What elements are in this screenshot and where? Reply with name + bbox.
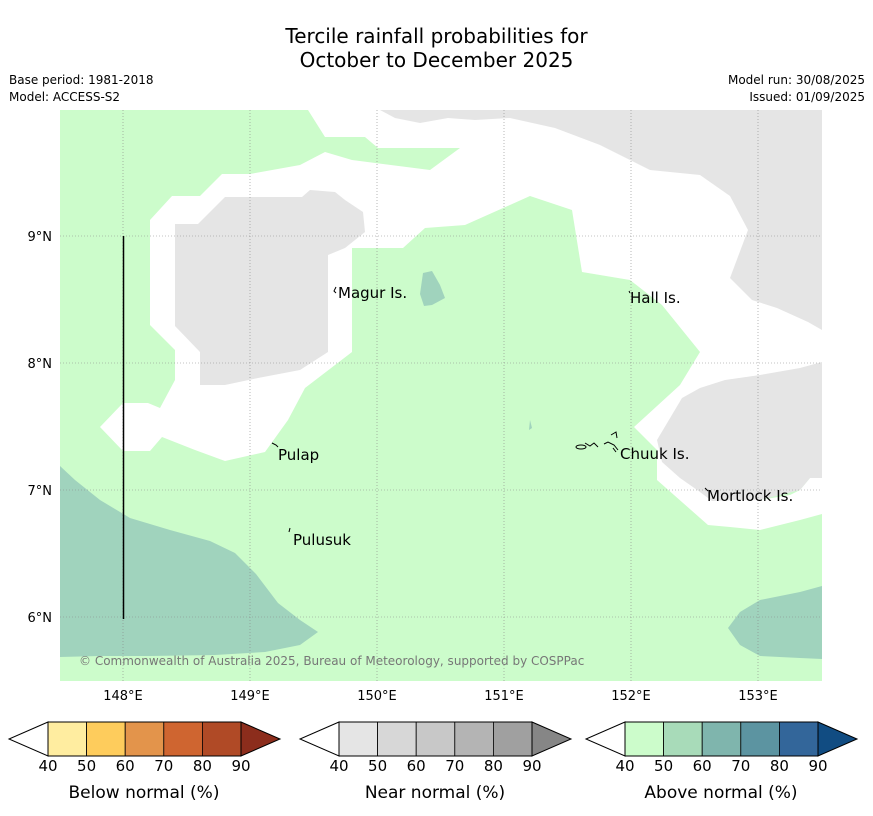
base-period: Base period: 1981-2018	[9, 73, 154, 87]
meta-left: Base period: 1981-2018 Model: ACCESS-S2	[9, 72, 154, 106]
place-hall: Hall Is.	[630, 289, 681, 307]
graticule	[60, 110, 822, 681]
legend-tick: 70	[731, 757, 750, 775]
legend-label: Below normal (%)	[69, 783, 220, 803]
lon-label: 153°E	[738, 689, 778, 704]
legend-tick: 40	[38, 757, 57, 775]
legend-tick: 80	[484, 757, 503, 775]
island-outlines	[271, 286, 709, 533]
above-normal-50-region-southeast	[728, 586, 822, 659]
legend-color-cell	[201, 721, 242, 757]
lon-label: 150°E	[357, 689, 397, 704]
legend-color-cell	[124, 721, 165, 757]
issued-date: Issued: 01/09/2025	[749, 90, 865, 104]
legend-color-cell	[740, 721, 780, 757]
lat-label: 6°N	[28, 611, 53, 626]
legend-extend-high	[531, 721, 573, 757]
island-chuuk-3	[603, 441, 619, 451]
near-normal-region-east	[657, 362, 822, 501]
lon-label: 149°E	[230, 689, 270, 704]
island-magur	[333, 286, 337, 294]
above-normal-50-region-north	[420, 271, 445, 306]
legend-tick: 70	[445, 757, 464, 775]
model-run: Model run: 30/08/2025	[727, 73, 865, 87]
legend-tick: 80	[770, 757, 789, 775]
legend-frame	[47, 721, 242, 757]
legend-extend-low	[584, 721, 626, 757]
copyright-notice: © Commonwealth of Australia 2025, Bureau…	[79, 654, 584, 668]
island-mortlock	[704, 487, 709, 492]
legend-tick: 50	[654, 757, 673, 775]
title-line-2: October to December 2025	[299, 48, 574, 72]
island-chuuk-5	[612, 447, 617, 453]
legend-color-cell	[701, 721, 742, 757]
legend-extend-low	[298, 721, 340, 757]
place-pulusuk: Pulusuk	[293, 531, 351, 549]
place-chuuk: Chuuk Is.	[620, 445, 689, 463]
legend-tick: 90	[522, 757, 541, 775]
model-name: Model: ACCESS-S2	[9, 90, 121, 104]
legend-color-cell	[663, 721, 703, 757]
legend-tick: 90	[231, 757, 250, 775]
legend-tick: 50	[77, 757, 96, 775]
near-normal-region-north	[380, 110, 822, 330]
legend-extend-low	[7, 721, 49, 757]
near-normal-region-west	[175, 190, 365, 385]
lon-label: 151°E	[484, 689, 524, 704]
legend-color-cell	[86, 721, 126, 757]
lon-label: 148°E	[103, 689, 143, 704]
legend-tick: 60	[693, 757, 712, 775]
legend-color-cell	[47, 721, 87, 757]
legend-near-normal: 40 50 60 70 80 90 Near normal (%)	[298, 721, 573, 803]
legend-color-cell	[492, 721, 533, 757]
legend-extend-high	[817, 721, 859, 757]
legend-tick: 70	[154, 757, 173, 775]
legend-color-cell	[415, 721, 456, 757]
meta-right: Model run: 30/08/2025 Issued: 01/09/2025	[728, 72, 865, 106]
place-pulap: Pulap	[278, 446, 319, 464]
island-chuuk-4	[610, 431, 618, 439]
legend-tick: 40	[329, 757, 348, 775]
island-pulusuk	[288, 527, 291, 533]
legend-tick: 40	[615, 757, 634, 775]
lat-label: 8°N	[28, 357, 53, 372]
island-chuuk-2	[584, 442, 599, 448]
legend-tick: 60	[116, 757, 135, 775]
map-area: Magur Is. Hall Is. Pulap Chuuk Is. Mortl…	[60, 110, 822, 681]
legend-color-cell	[338, 721, 378, 757]
place-magur: Magur Is.	[338, 284, 407, 302]
island-hall	[628, 290, 631, 294]
axis-labels: 148°E 149°E 150°E 151°E 152°E 153°E 9°N …	[28, 230, 778, 704]
lat-label: 7°N	[28, 484, 53, 499]
island-chuuk-1	[575, 444, 587, 450]
legend-frame	[624, 721, 819, 757]
legend-extend-high	[240, 721, 282, 757]
map-title: Tercile rainfall probabilities for Octob…	[0, 24, 873, 72]
legend-tick: 80	[193, 757, 212, 775]
legend-color-cell	[377, 721, 417, 757]
legend-label: Above normal (%)	[644, 783, 797, 803]
legend-above-normal: 40 50 60 70 80 90 Above normal (%)	[584, 721, 859, 803]
lat-label: 9°N	[28, 230, 53, 245]
legend-color-cell	[779, 721, 819, 757]
legend-tick: 90	[808, 757, 827, 775]
legend-tick: 60	[407, 757, 426, 775]
title-line-1: Tercile rainfall probabilities for	[285, 24, 588, 48]
legend-below-normal: 40 50 60 70 80 90 Below normal (%)	[7, 721, 282, 803]
legend-color-cell	[163, 721, 203, 757]
legend-color-cell	[454, 721, 494, 757]
legend-frame	[338, 721, 533, 757]
island-pulap	[271, 442, 279, 448]
above-normal-50-region-small	[529, 420, 532, 430]
place-mortlock: Mortlock Is.	[707, 487, 793, 505]
legend-tick: 50	[368, 757, 387, 775]
above-normal-50-region-southwest	[60, 466, 318, 657]
lon-label: 152°E	[611, 689, 651, 704]
legend-color-cell	[624, 721, 664, 757]
legend-label: Near normal (%)	[365, 783, 505, 803]
